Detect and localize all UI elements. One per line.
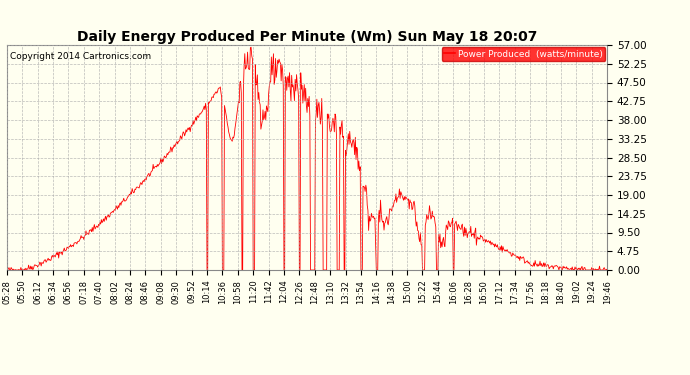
Legend: Power Produced  (watts/minute): Power Produced (watts/minute) bbox=[442, 47, 605, 61]
Title: Daily Energy Produced Per Minute (Wm) Sun May 18 20:07: Daily Energy Produced Per Minute (Wm) Su… bbox=[77, 30, 538, 44]
Text: Copyright 2014 Cartronics.com: Copyright 2014 Cartronics.com bbox=[10, 52, 151, 61]
